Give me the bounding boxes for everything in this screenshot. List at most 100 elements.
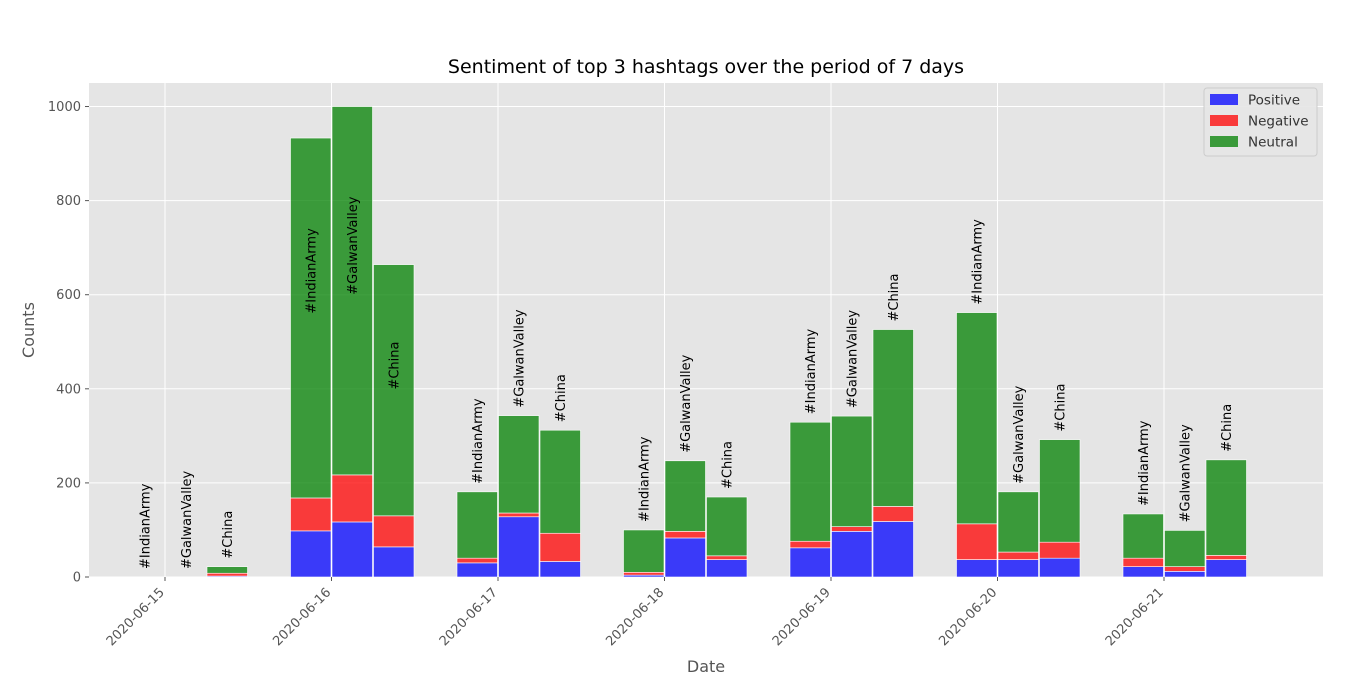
bar-segment-negative bbox=[1039, 541, 1081, 559]
bar-segment-neutral bbox=[290, 137, 332, 499]
bar-segment-positive bbox=[956, 559, 998, 578]
bar-segment-neutral bbox=[706, 496, 748, 557]
bar-hashtag-label: #IndianArmy bbox=[638, 436, 653, 522]
bar-segment-positive bbox=[456, 562, 498, 578]
bar-hashtag-label: #China bbox=[1220, 404, 1235, 452]
y-tick-label: 200 bbox=[56, 476, 81, 491]
bar-segment-positive bbox=[1205, 559, 1247, 578]
bar-segment-neutral bbox=[872, 329, 914, 507]
bar-labels: #IndianArmy #GalwanValley #China #IndianArm… bbox=[138, 196, 1235, 569]
bar-segment-neutral bbox=[331, 106, 373, 476]
y-tick-label: 0 bbox=[73, 571, 81, 586]
bar-hashtag-label: #IndianArmy bbox=[804, 329, 819, 415]
bar-segment-neutral bbox=[539, 429, 581, 534]
legend-label: Negative bbox=[1248, 114, 1309, 130]
bar-segment-neutral bbox=[1039, 439, 1081, 543]
bar-segment-neutral bbox=[831, 415, 873, 527]
bar-hashtag-label: #China bbox=[887, 273, 902, 321]
bar-segment-negative bbox=[831, 526, 873, 532]
y-axis-title: Counts bbox=[19, 302, 38, 358]
bar-segment-negative bbox=[706, 555, 748, 560]
bar-segment-positive bbox=[706, 559, 748, 578]
bar-segment-positive bbox=[664, 537, 706, 578]
bar-segment-negative bbox=[456, 557, 498, 564]
bar-hashtag-label: #China bbox=[1054, 384, 1069, 432]
bar-hashtag-label: #IndianArmy bbox=[471, 398, 486, 484]
bar-hashtag-label: #IndianArmy bbox=[305, 228, 320, 314]
x-tick-label: 2020-06-19 bbox=[770, 585, 834, 649]
bar-segment-neutral bbox=[206, 566, 248, 574]
legend: Positive Negative Neutral bbox=[1203, 87, 1318, 157]
bar-hashtag-label: #GalwanValley bbox=[1012, 385, 1027, 483]
bar-segment-positive bbox=[1122, 566, 1164, 578]
bar-hashtag-label: #GalwanValley bbox=[513, 309, 528, 407]
x-tick-label: 2020-06-20 bbox=[936, 585, 1000, 649]
x-axis-title: Date bbox=[687, 657, 725, 676]
legend-label: Positive bbox=[1248, 93, 1300, 109]
bar-hashtag-label: #GalwanValley bbox=[180, 471, 195, 569]
bar-segment-neutral bbox=[373, 264, 415, 517]
bar-segment-negative bbox=[789, 540, 831, 549]
legend-swatch bbox=[1210, 136, 1238, 147]
bar-segment-positive bbox=[831, 531, 873, 578]
bar-segment-positive bbox=[331, 521, 373, 578]
bars bbox=[206, 106, 1247, 578]
bar-hashtag-label: #GalwanValley bbox=[346, 196, 361, 294]
legend-swatch bbox=[1210, 94, 1238, 105]
x-tick-label: 2020-06-18 bbox=[603, 585, 667, 649]
bar-hashtag-label: #IndianArmy bbox=[1137, 420, 1152, 506]
bar-segment-negative bbox=[664, 531, 706, 539]
bar-segment-negative bbox=[956, 523, 998, 560]
y-tick-label: 800 bbox=[56, 194, 81, 209]
bar-segment-negative bbox=[498, 512, 540, 518]
bar-segment-positive bbox=[997, 559, 1039, 578]
bar-segment-neutral bbox=[1122, 513, 1164, 559]
x-gridlines bbox=[164, 83, 1165, 577]
bar-segment-negative bbox=[331, 474, 373, 523]
bar-segment-neutral bbox=[623, 529, 665, 573]
bar-segment-positive bbox=[290, 530, 332, 578]
bar-segment-negative bbox=[1205, 555, 1247, 560]
x-tick-label: 2020-06-16 bbox=[270, 585, 334, 649]
x-tick-label: 2020-06-17 bbox=[437, 585, 501, 649]
bar-segment-neutral bbox=[789, 421, 831, 542]
chart-title: Sentiment of top 3 hashtags over the per… bbox=[448, 56, 964, 78]
bar-segment-neutral bbox=[1164, 530, 1206, 567]
x-tick-label: 2020-06-15 bbox=[104, 585, 168, 649]
bar-segment-negative bbox=[373, 515, 415, 548]
bar-segment-neutral bbox=[1205, 459, 1247, 556]
y-axis-ticks: 0 200 400 600 800 1000 bbox=[48, 100, 89, 586]
bar-hashtag-label: #GalwanValley bbox=[1179, 424, 1194, 522]
bar-segment-negative bbox=[1122, 557, 1164, 567]
bar-hashtag-label: #China bbox=[388, 342, 403, 390]
bar-hashtag-label: #IndianArmy bbox=[138, 483, 153, 569]
bar-segment-positive bbox=[1164, 571, 1206, 578]
bar-segment-neutral bbox=[456, 491, 498, 559]
bar-segment-positive bbox=[789, 547, 831, 578]
bar-segment-positive bbox=[872, 521, 914, 578]
bar-segment-negative bbox=[206, 572, 248, 577]
bar-segment-positive bbox=[1039, 557, 1081, 578]
legend-swatch bbox=[1210, 115, 1238, 126]
bar-segment-positive bbox=[539, 561, 581, 578]
bar-hashtag-label: #GalwanValley bbox=[679, 354, 694, 452]
bar-segment-negative bbox=[290, 497, 332, 532]
x-axis-ticks: 2020-06-15 2020-06-16 2020-06-17 2020-06-18… bbox=[104, 577, 1167, 649]
bar-segment-neutral bbox=[956, 312, 998, 525]
bar-hashtag-label: #IndianArmy bbox=[971, 219, 986, 305]
bar-hashtag-label: #China bbox=[221, 511, 236, 559]
y-tick-label: 600 bbox=[56, 288, 81, 303]
bar-segment-positive bbox=[373, 546, 415, 578]
y-tick-label: 400 bbox=[56, 382, 81, 397]
bar-segment-negative bbox=[997, 551, 1039, 560]
bar-segment-neutral bbox=[498, 415, 540, 514]
bar-segment-negative bbox=[539, 532, 581, 562]
legend-label: Neutral bbox=[1248, 135, 1298, 151]
x-tick-label: 2020-06-21 bbox=[1103, 585, 1167, 649]
bar-hashtag-label: #China bbox=[721, 441, 736, 489]
bar-segment-negative bbox=[872, 506, 914, 522]
bar-segment-neutral bbox=[664, 460, 706, 532]
bar-segment-neutral bbox=[997, 491, 1039, 553]
bar-hashtag-label: #China bbox=[554, 374, 569, 422]
